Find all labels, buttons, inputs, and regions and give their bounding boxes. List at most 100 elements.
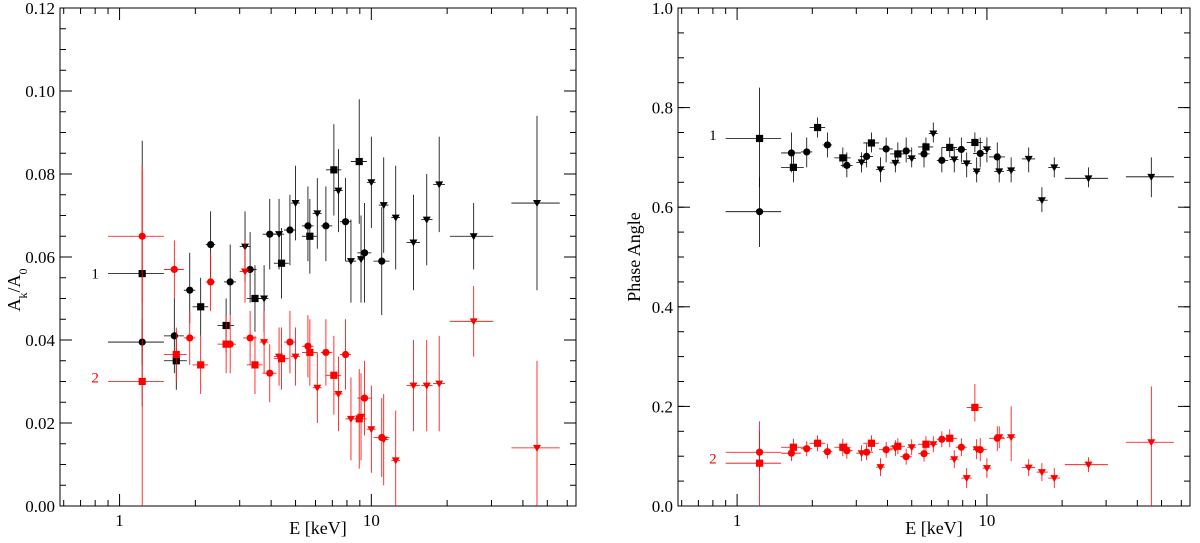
data-point-circle bbox=[823, 448, 832, 456]
data-point-circle bbox=[976, 149, 984, 158]
data-point-square bbox=[867, 439, 876, 447]
data-point-circle bbox=[938, 435, 946, 443]
data-point-circle bbox=[304, 222, 312, 230]
data-point-square bbox=[277, 355, 286, 363]
data-point-circle bbox=[170, 332, 178, 340]
data-point-triangle bbox=[907, 444, 916, 452]
data-point-triangle bbox=[950, 156, 959, 164]
data-point-triangle bbox=[346, 415, 355, 423]
data-point-triangle bbox=[435, 181, 444, 189]
data-point-triangle bbox=[313, 210, 322, 218]
data-point-triangle bbox=[1050, 164, 1059, 172]
data-point-triangle bbox=[962, 475, 971, 483]
data-point-circle bbox=[170, 265, 178, 274]
data-point-circle bbox=[186, 286, 194, 294]
data-point-triangle bbox=[409, 382, 418, 390]
data-point-square bbox=[867, 139, 876, 147]
data-point-circle bbox=[803, 148, 811, 156]
y-tick-label: 1.0 bbox=[652, 0, 673, 18]
data-point-triangle bbox=[907, 155, 916, 163]
data-point-circle bbox=[938, 156, 946, 164]
data-point-circle bbox=[957, 145, 965, 154]
phase-x-axis-label: E [keV] bbox=[905, 518, 962, 538]
data-point-triangle bbox=[1024, 464, 1033, 472]
data-point-triangle bbox=[972, 446, 981, 454]
data-point-triangle bbox=[1147, 439, 1156, 447]
data-point-square bbox=[222, 340, 230, 348]
data-point-square bbox=[894, 150, 902, 158]
data-point-triangle bbox=[533, 444, 542, 452]
data-point-triangle bbox=[291, 353, 300, 361]
data-point-square bbox=[789, 443, 797, 451]
data-point-triangle bbox=[533, 200, 542, 208]
data-point-triangle bbox=[346, 258, 355, 266]
data-point-triangle bbox=[995, 168, 1004, 176]
data-point-square bbox=[755, 459, 764, 467]
amplitude-y-axis-label: Ak/A0 bbox=[4, 269, 30, 312]
y-tick-label: 0.04 bbox=[25, 331, 55, 350]
data-point-triangle bbox=[950, 456, 959, 464]
data-point-triangle bbox=[995, 434, 1004, 442]
x-tick-label: 1 bbox=[733, 511, 742, 530]
data-point-triangle bbox=[260, 295, 269, 303]
amplitude-axis-ticks: 1 10 0.00 0.02 0.04 0.06 0.08 0.10 0.12 bbox=[25, 0, 576, 530]
data-point-circle bbox=[286, 338, 294, 346]
y-tick-label: 0.4 bbox=[652, 298, 674, 317]
phase-chart-frame bbox=[677, 7, 1191, 507]
amplitude-data-marks: 12 bbox=[91, 99, 560, 506]
x-tick-label: 10 bbox=[363, 511, 380, 530]
data-point-triangle bbox=[241, 268, 250, 276]
data-point-circle bbox=[360, 394, 369, 402]
data-point-square bbox=[251, 361, 259, 369]
data-point-square bbox=[839, 154, 847, 162]
data-point-circle bbox=[341, 218, 350, 226]
data-point-triangle bbox=[469, 233, 478, 241]
data-point-square bbox=[839, 443, 847, 451]
data-point-square bbox=[789, 163, 797, 171]
data-point-triangle bbox=[982, 465, 991, 473]
data-point-square bbox=[138, 377, 146, 386]
data-point-circle bbox=[755, 208, 764, 216]
data-point-triangle bbox=[876, 166, 885, 174]
x-tick-label: 1 bbox=[115, 511, 124, 530]
data-point-circle bbox=[902, 453, 910, 461]
data-point-triangle bbox=[275, 231, 284, 239]
data-point-circle bbox=[882, 446, 890, 454]
data-point-circle bbox=[322, 222, 330, 230]
data-point-triangle bbox=[357, 413, 366, 421]
y-tick-label: 0.02 bbox=[25, 414, 55, 433]
data-point-square bbox=[197, 361, 205, 369]
data-point-circle bbox=[304, 342, 312, 350]
phase-y-axis-label: Phase Angle bbox=[624, 212, 644, 302]
data-point-square bbox=[922, 440, 930, 448]
data-point-circle bbox=[920, 450, 928, 458]
phase-data-marks: 12 bbox=[709, 87, 1174, 506]
data-point-circle bbox=[360, 249, 369, 257]
series-label: 2 bbox=[709, 452, 717, 468]
series-label: 2 bbox=[91, 370, 99, 386]
data-point-triangle bbox=[334, 187, 343, 195]
data-point-triangle bbox=[1050, 475, 1059, 483]
data-point-square bbox=[971, 138, 979, 147]
data-point-triangle bbox=[1147, 173, 1156, 181]
y-tick-label: 0.08 bbox=[25, 165, 55, 184]
series-label: 1 bbox=[91, 267, 99, 283]
data-point-triangle bbox=[391, 457, 400, 465]
phase-chart: 12 1 100.00.20.40.60.81.0 E [keV] Phase A… bbox=[624, 0, 1191, 538]
data-point-triangle bbox=[391, 214, 400, 222]
phase-axis-ticks: 1 10 0.0 0.2 0.4 0.6 0.8 1.0 bbox=[652, 0, 1190, 530]
data-point-circle bbox=[882, 145, 890, 153]
data-point-circle bbox=[246, 334, 254, 342]
y-tick-label: 0.8 bbox=[652, 99, 673, 118]
y-tick-label: 0.00 bbox=[25, 497, 55, 516]
data-point-triangle bbox=[1024, 155, 1033, 163]
data-point-square bbox=[330, 166, 338, 174]
data-point-square bbox=[813, 123, 822, 132]
amplitude-chart-frame bbox=[59, 7, 577, 507]
data-point-circle bbox=[843, 161, 851, 169]
data-point-triangle bbox=[972, 168, 981, 176]
data-point-square bbox=[251, 294, 259, 303]
data-point-triangle bbox=[469, 318, 478, 326]
data-point-circle bbox=[207, 278, 215, 286]
